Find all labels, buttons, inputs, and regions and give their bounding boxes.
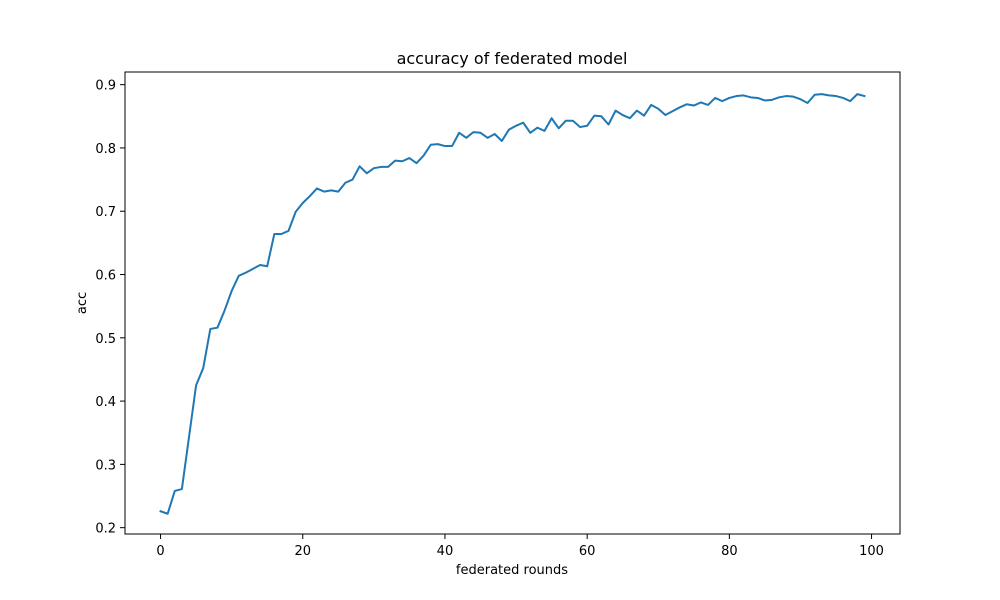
y-tick-label: 0.3 [95, 458, 116, 473]
y-tick-label: 0.9 [95, 79, 116, 94]
y-tick-label: 0.8 [95, 142, 116, 157]
x-tick-label: 100 [859, 544, 884, 559]
accuracy-series-line [159, 93, 866, 515]
y-tick-label: 0.7 [95, 205, 116, 220]
x-tick-label: 80 [721, 544, 738, 559]
y-axis-ticks: 0.2 0.3 0.4 0.5 0.6 0.7 0.8 0.9 [95, 79, 125, 537]
x-tick-label: 20 [294, 544, 311, 559]
y-axis-label: acc [75, 292, 90, 314]
x-axis-label: federated rounds [456, 563, 568, 578]
x-tick-label: 40 [437, 544, 454, 559]
x-tick-label: 0 [156, 544, 164, 559]
plot-frame [124, 71, 901, 535]
y-tick-label: 0.6 [95, 269, 116, 284]
y-tick-label: 0.5 [95, 332, 116, 347]
chart-title: accuracy of federated model [397, 49, 628, 68]
x-axis-ticks: 0 20 40 60 80 100 [156, 534, 884, 559]
y-tick-label: 0.4 [95, 395, 116, 410]
y-tick-label: 0.2 [95, 522, 116, 537]
x-tick-label: 60 [579, 544, 596, 559]
